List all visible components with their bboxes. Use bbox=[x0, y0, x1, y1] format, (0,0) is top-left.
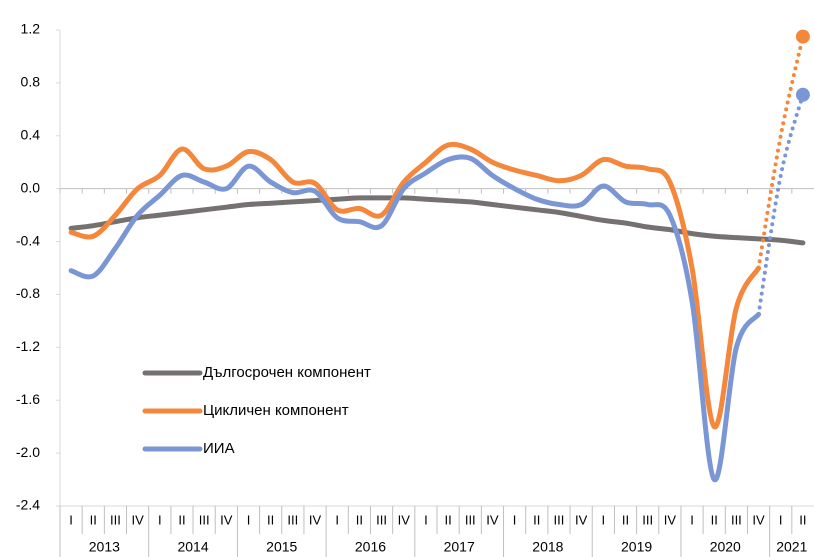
x-tick-label: II bbox=[178, 512, 185, 527]
x-tick-label: I bbox=[513, 512, 517, 527]
y-tick-label: -0.4 bbox=[16, 232, 40, 248]
y-tick-label: -0.8 bbox=[16, 285, 40, 301]
x-tick-label: III bbox=[287, 512, 298, 527]
x-tick-label: II bbox=[90, 512, 97, 527]
series-line-forecast bbox=[756, 92, 805, 317]
x-tick-label: III bbox=[199, 512, 210, 527]
x-tick-label: II bbox=[356, 512, 363, 527]
year-label: 2018 bbox=[532, 539, 563, 555]
series-line bbox=[68, 195, 806, 246]
year-label: 2015 bbox=[266, 539, 297, 555]
end-marker bbox=[795, 29, 810, 44]
y-tick-label: 0.4 bbox=[21, 126, 41, 142]
x-tick-label: III bbox=[731, 512, 742, 527]
x-tick-label: III bbox=[465, 512, 476, 527]
legend-label: Дългосрочен компонент bbox=[203, 364, 371, 381]
series-line-forecast bbox=[756, 34, 805, 270]
x-tick-label: IV bbox=[131, 512, 144, 527]
x-tick-label: III bbox=[376, 512, 387, 527]
x-tick-label: III bbox=[554, 512, 565, 527]
series-line bbox=[68, 141, 762, 430]
x-tick-label: I bbox=[247, 512, 251, 527]
year-label: 2016 bbox=[355, 539, 386, 555]
x-tick-label: II bbox=[444, 512, 451, 527]
end-marker bbox=[795, 87, 810, 102]
x-tick-label: I bbox=[690, 512, 694, 527]
x-tick-label: IV bbox=[486, 512, 499, 527]
x-tick-label: II bbox=[533, 512, 540, 527]
y-tick-label: -1.6 bbox=[16, 391, 40, 407]
x-tick-label: II bbox=[799, 512, 806, 527]
x-tick-label: I bbox=[69, 512, 73, 527]
x-tick-label: IV bbox=[575, 512, 588, 527]
x-tick-label: III bbox=[110, 512, 121, 527]
x-tick-label: I bbox=[779, 512, 783, 527]
x-tick-label: I bbox=[158, 512, 162, 527]
y-tick-label: -2.4 bbox=[16, 497, 40, 513]
x-tick-label: I bbox=[602, 512, 606, 527]
y-tick-label: 0.8 bbox=[21, 74, 41, 90]
x-tick-label: I bbox=[424, 512, 428, 527]
year-label: 2013 bbox=[89, 539, 120, 555]
x-tick-label: IV bbox=[309, 512, 322, 527]
x-tick-label: IV bbox=[664, 512, 677, 527]
year-label: 2019 bbox=[621, 539, 652, 555]
x-tick-label: II bbox=[711, 512, 718, 527]
y-tick-label: 0.0 bbox=[21, 179, 41, 195]
legend-label: Цикличен компонент bbox=[203, 402, 349, 419]
legend-label: ИИА bbox=[203, 440, 235, 457]
year-label: 2020 bbox=[710, 539, 741, 555]
year-label: 2021 bbox=[776, 539, 807, 555]
y-tick-label: 1.2 bbox=[21, 21, 41, 37]
x-tick-label: II bbox=[622, 512, 629, 527]
y-tick-label: -2.0 bbox=[16, 444, 40, 460]
x-tick-label: I bbox=[335, 512, 339, 527]
x-tick-label: III bbox=[642, 512, 653, 527]
x-tick-label: II bbox=[267, 512, 274, 527]
x-tick-label: IV bbox=[398, 512, 411, 527]
year-label: 2014 bbox=[177, 539, 208, 555]
x-tick-label: IV bbox=[220, 512, 233, 527]
y-tick-label: -1.2 bbox=[16, 338, 40, 354]
series-line bbox=[68, 154, 762, 483]
x-tick-label: IV bbox=[752, 512, 765, 527]
year-label: 2017 bbox=[444, 539, 475, 555]
